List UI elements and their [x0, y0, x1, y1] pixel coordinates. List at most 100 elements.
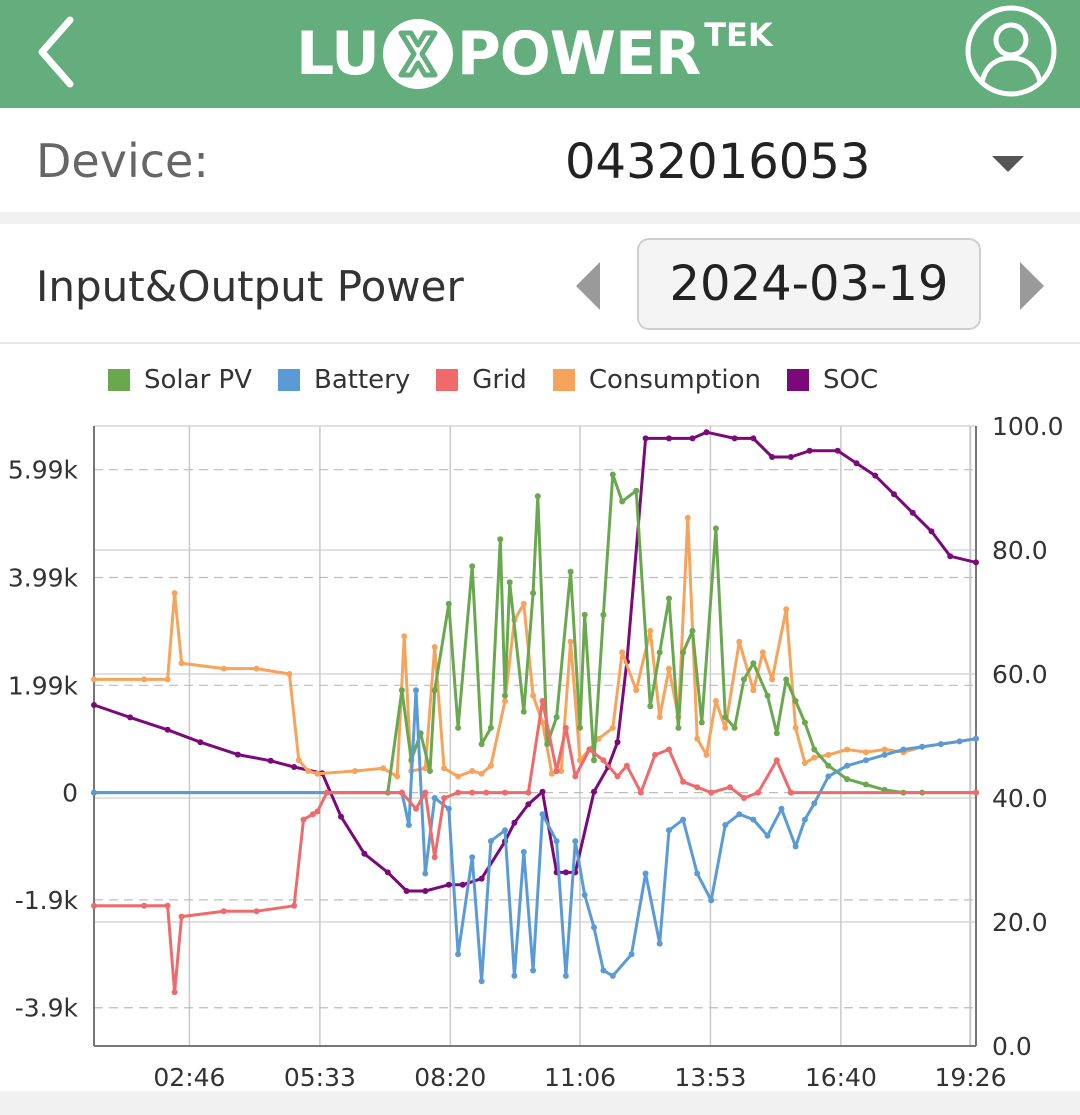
data-point-battery [956, 738, 963, 745]
data-point-grid [787, 789, 794, 796]
data-point-solar-pv [534, 493, 541, 500]
legend-item-soc[interactable]: SOC [787, 365, 878, 395]
data-point-grid [525, 789, 532, 796]
data-point-consumption [759, 649, 766, 656]
data-point-soc [642, 435, 649, 442]
legend-item-grid[interactable]: Grid [436, 365, 527, 395]
chart-legend: Solar PV Battery Grid Consumption SOC [108, 362, 904, 398]
date-picker[interactable]: 2024-03-19 [637, 238, 981, 330]
data-point-solar-pv [445, 600, 452, 607]
data-point-battery [455, 951, 462, 958]
y-left-tick-label: 0 [62, 779, 78, 808]
brand-logo: LU POWER TEK [296, 12, 773, 96]
data-point-solar-pv [591, 757, 597, 764]
data-point-grid [666, 746, 672, 753]
data-point-soc [562, 869, 569, 876]
data-point-solar-pv [689, 627, 696, 634]
data-point-consumption [171, 590, 178, 597]
data-point-soc [361, 850, 368, 857]
data-point-grid [614, 773, 621, 780]
data-point-soc [445, 881, 452, 888]
data-point-battery [530, 967, 537, 974]
y-right-tick-label: 80.0 [992, 536, 1048, 565]
y-left-tick-label: -1.9k [15, 886, 79, 915]
data-point-grid [637, 789, 644, 796]
data-point-soc [291, 764, 298, 770]
data-point-grid [164, 902, 171, 909]
data-point-grid [694, 784, 701, 791]
legend-swatch [552, 369, 575, 391]
legend-label: Solar PV [144, 365, 252, 395]
data-point-consumption [314, 770, 321, 777]
data-point-soc [787, 454, 794, 460]
data-point-consumption [750, 687, 757, 694]
back-arrow-icon[interactable] [28, 10, 98, 95]
device-selector[interactable]: Device: 0432016053 [0, 108, 1080, 212]
data-point-consumption [539, 719, 546, 726]
data-point-consumption [558, 768, 565, 774]
data-point-solar-pv [647, 703, 654, 710]
data-point-grid [398, 789, 405, 796]
data-point-solar-pv [544, 741, 551, 748]
data-point-solar-pv [497, 536, 504, 543]
data-point-grid [300, 816, 307, 823]
data-point-consumption [253, 665, 260, 672]
dropdown-caret-icon[interactable] [992, 156, 1024, 172]
data-point-battery [862, 757, 869, 764]
data-point-grid [623, 762, 630, 769]
data-point-grid [562, 724, 569, 731]
data-point-battery [825, 773, 832, 780]
data-point-grid [586, 746, 593, 753]
data-point-soc [478, 875, 485, 882]
data-point-soc [928, 528, 935, 535]
data-point-soc [806, 447, 813, 454]
data-point-battery [591, 924, 597, 931]
data-point-consumption [881, 746, 888, 753]
data-point-battery [572, 838, 579, 845]
bottom-strip [0, 1091, 1080, 1115]
data-point-battery [445, 805, 452, 812]
brand-lu-text: LU [296, 19, 380, 89]
data-point-battery [478, 978, 485, 985]
data-point-battery [792, 843, 799, 850]
series-line-battery [94, 688, 977, 983]
data-point-battery [736, 811, 743, 818]
data-point-consumption [286, 671, 293, 677]
data-point-grid [680, 778, 687, 785]
user-profile-icon[interactable] [964, 4, 1058, 98]
data-point-battery [520, 848, 527, 855]
series-line-soc [93, 430, 977, 893]
data-point-soc [769, 454, 776, 460]
data-point-solar-pv [712, 525, 719, 532]
data-point-battery [694, 870, 701, 877]
data-point-solar-pv [431, 687, 438, 694]
legend-item-consumption[interactable]: Consumption [552, 365, 761, 395]
data-point-soc [267, 757, 274, 764]
data-point-battery [750, 816, 757, 823]
legend-item-solar-pv[interactable]: Solar PV [108, 365, 252, 395]
brand-power-text: POWER [456, 19, 701, 89]
y-left-tick-label: 3.99k [8, 563, 79, 592]
data-point-consumption [666, 665, 672, 672]
data-point-consumption [352, 768, 358, 774]
prev-date-icon[interactable] [576, 262, 600, 310]
data-point-grid [178, 913, 185, 920]
data-point-consumption [141, 676, 148, 683]
data-point-soc [834, 447, 841, 454]
data-point-battery [431, 795, 438, 801]
legend-swatch [787, 369, 810, 391]
data-point-solar-pv [773, 730, 780, 737]
data-point-consumption [609, 724, 616, 731]
legend-item-battery[interactable]: Battery [278, 365, 410, 395]
legend-swatch [278, 369, 300, 391]
next-date-icon[interactable] [1020, 262, 1044, 310]
x-tick-label: 08:20 [414, 1063, 486, 1091]
x-tick-label: 02:46 [153, 1063, 225, 1091]
data-point-solar-pv [567, 568, 574, 575]
y-right-tick-label: 20.0 [992, 908, 1048, 937]
device-value[interactable]: 0432016053 [565, 134, 871, 190]
data-point-soc [689, 435, 696, 442]
data-point-battery [656, 940, 663, 947]
legend-label: Grid [472, 365, 527, 395]
data-point-battery [801, 816, 808, 823]
